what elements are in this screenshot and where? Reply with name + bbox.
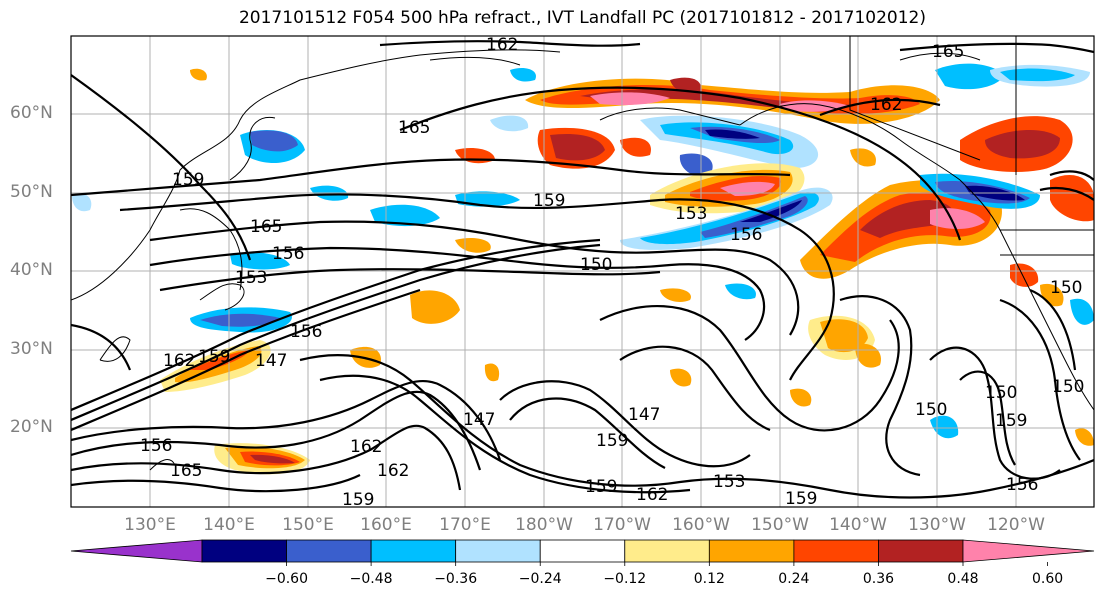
contour-label: 150	[985, 383, 1017, 403]
contour-label: 165	[170, 461, 202, 481]
colorbar-extend-high	[962, 539, 1095, 563]
map-frame	[70, 35, 1095, 508]
colorbar-segment	[708, 539, 795, 563]
lon-label-130w: 130°W	[908, 515, 966, 535]
contour-label: 159	[342, 490, 374, 510]
colorbar-tick-label: −0.60	[265, 571, 308, 587]
lat-label-30n: 30°N	[10, 339, 53, 359]
contour-label-group: 162 165 165 162 165 159 156 153 153 150 …	[140, 35, 1084, 510]
contour-label: 162	[486, 35, 518, 55]
colorbar-segment	[878, 539, 964, 563]
contour-label: 153	[675, 204, 707, 224]
contour-label: 156	[272, 244, 304, 264]
contour-label: 162	[377, 461, 409, 481]
contour-label: 147	[628, 405, 660, 425]
contour-label: 159	[198, 347, 230, 367]
colorbar-segment	[286, 539, 372, 563]
colorbar-tick-label: 0.60	[1031, 571, 1064, 587]
contour-label: 147	[255, 351, 287, 371]
colorbar-extend-low	[70, 539, 203, 563]
contour-label: 162	[870, 95, 902, 115]
contour-label: 150	[1052, 377, 1084, 397]
contour-label: 156	[140, 436, 172, 456]
lon-label-160w: 160°W	[672, 515, 730, 535]
contour-label: 159	[172, 170, 204, 190]
contour-label: 162	[636, 485, 668, 505]
coastlines	[71, 36, 1094, 471]
colorbar-segment	[455, 539, 541, 563]
lon-label-130e: 130°E	[124, 515, 176, 535]
lon-label-170w: 170°W	[593, 515, 651, 535]
colorbar-tick-marks	[286, 562, 1048, 566]
colorbar-segments	[70, 539, 1095, 563]
contour-label: 150	[580, 255, 612, 275]
colorbar-tick-label: −0.36	[434, 571, 478, 587]
lon-label-140w: 140°W	[829, 515, 887, 535]
contour-label: 150	[1050, 278, 1082, 298]
contour-label: 156	[290, 322, 322, 342]
contour-label: 165	[932, 42, 964, 62]
colorbar-tick-label: −0.12	[603, 571, 647, 587]
map-title: 2017101512 F054 500 hPa refract., IVT La…	[238, 8, 926, 28]
contour-label: 159	[596, 431, 628, 451]
lon-label-150w: 150°W	[751, 515, 809, 535]
lat-label-20n: 20°N	[10, 417, 53, 437]
contour-label: 156	[730, 225, 762, 245]
lon-label-180w: 180°W	[515, 515, 573, 535]
colorbar-tick-label: 0.48	[947, 571, 979, 587]
lon-label-170e: 170°E	[439, 515, 491, 535]
contour-label: 165	[250, 217, 282, 237]
colorbar-tick-label: −0.24	[518, 571, 562, 587]
lat-label-60n: 60°N	[10, 103, 53, 123]
colorbar-segment	[370, 539, 457, 563]
contour-label: 153	[235, 268, 267, 288]
colorbar-segment	[624, 539, 710, 563]
contour-label: 147	[463, 410, 495, 430]
colorbar-segment	[201, 539, 287, 563]
contour-label: 159	[585, 477, 617, 497]
contours	[71, 40, 1094, 499]
colorbar-tick-label: 0.12	[693, 571, 725, 587]
contour-label: 159	[533, 191, 565, 211]
lat-label-50n: 50°N	[10, 182, 53, 202]
colorbar-segment	[793, 539, 879, 563]
contour-label: 162	[350, 437, 382, 457]
lat-label-40n: 40°N	[10, 260, 53, 280]
contour-label: 150	[915, 400, 947, 420]
contour-label: 159	[995, 411, 1027, 431]
contour-label: 156	[1006, 475, 1038, 495]
colorbar-tick-label: 0.36	[862, 571, 895, 587]
lon-label-140e: 140°E	[203, 515, 255, 535]
lon-label-150e: 150°E	[282, 515, 334, 535]
contour-label: 165	[398, 118, 430, 138]
contour-label: 159	[785, 489, 817, 509]
contour-label: 162	[163, 351, 195, 371]
colorbar-tick-label: −0.48	[349, 571, 393, 587]
colorbar-tick-label: 0.24	[778, 571, 810, 587]
lon-label-160e: 160°E	[360, 515, 412, 535]
colorbar-segment	[539, 539, 626, 563]
lon-label-120w: 120°W	[987, 515, 1045, 535]
contour-label: 153	[713, 472, 745, 492]
